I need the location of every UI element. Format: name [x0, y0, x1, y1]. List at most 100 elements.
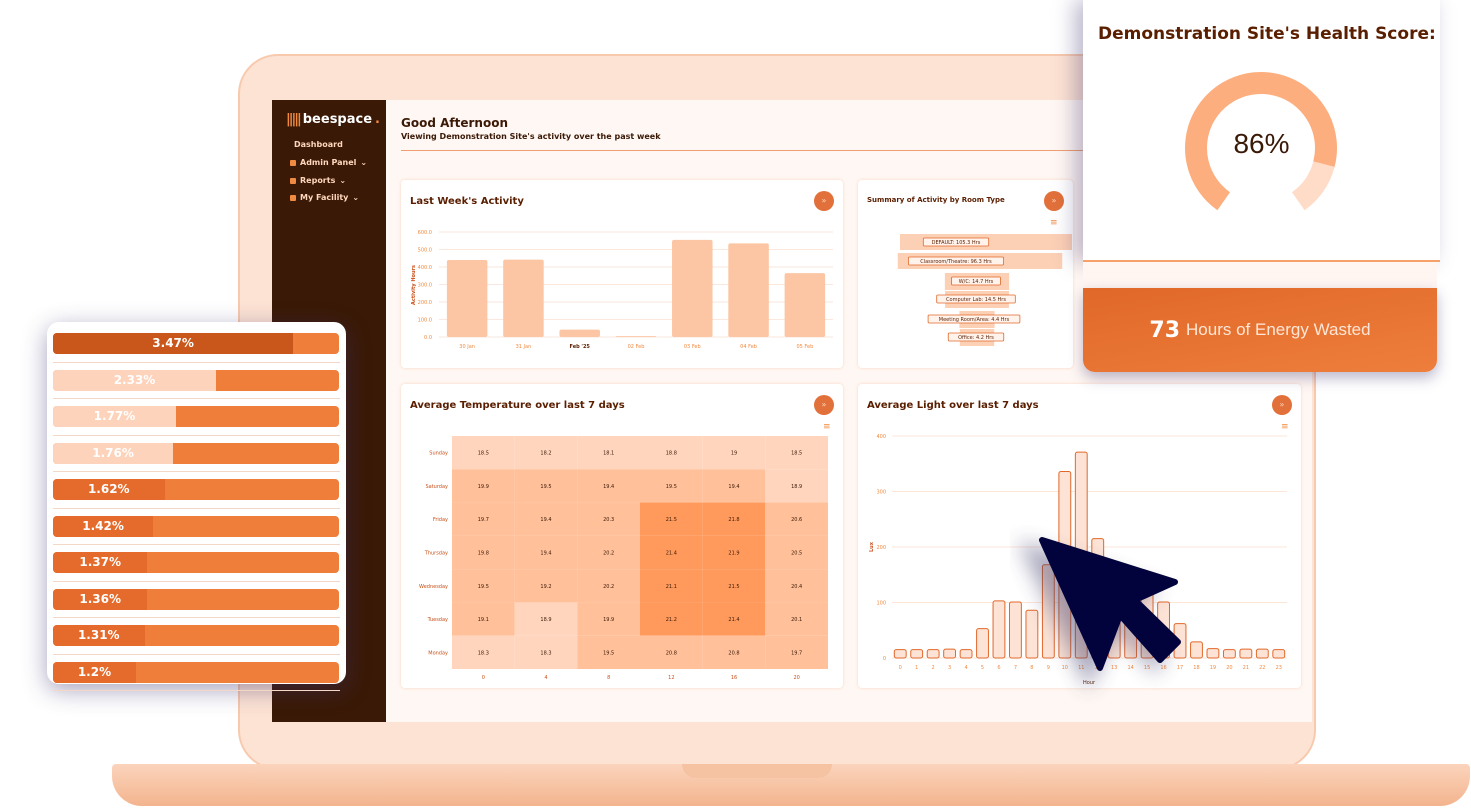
energy-label: Hours of Energy Wasted [1186, 320, 1371, 339]
menu-icon[interactable]: ≡ [1281, 422, 1289, 432]
x-tick-label: 8 [607, 675, 610, 681]
heatmap-cell [452, 469, 515, 503]
heatmap-cell [577, 502, 640, 536]
temperature-heatmap: Sunday 18.5 18.2 18.1 18.8 19 18.5 Saturday 19.9… [419, 436, 828, 681]
y-tick-label: Tuesday [427, 617, 448, 623]
y-tick-label: 100 [876, 601, 886, 607]
funnel-label-box [947, 332, 1005, 342]
x-tick-label: 02 Feb [628, 344, 645, 350]
cell-value: 20.1 [791, 617, 802, 623]
bar [1272, 649, 1286, 659]
cell-value: 18.9 [791, 484, 802, 490]
percent-bar: 2.33% [53, 369, 339, 391]
x-tick-label: 15 [1144, 665, 1150, 671]
heatmap-cell [514, 635, 578, 669]
bar [1222, 649, 1236, 659]
x-tick-label: 20 [1226, 665, 1232, 671]
heatmap-cell [640, 502, 703, 536]
y-tick-label: Thursday [424, 551, 448, 557]
heatmap-cell [514, 502, 578, 536]
y-tick-label: Saturday [425, 484, 448, 490]
heatmap-cell [702, 535, 766, 570]
heatmap-cell [640, 436, 703, 470]
funnel-label-box [951, 276, 1001, 286]
menu-icon[interactable]: ≡ [1050, 218, 1058, 228]
percent-bar-fill [53, 369, 217, 391]
percent-row: 1.31% [53, 618, 340, 655]
cell-value: 20.2 [603, 551, 614, 557]
menu-icon[interactable]: ≡ [823, 422, 831, 432]
sound-wave-icon: ||||| [286, 112, 302, 127]
funnel-label: Office: 4.2 Hrs [958, 335, 994, 341]
percent-bar-fill [53, 479, 165, 501]
cell-value: 21.8 [728, 517, 739, 523]
cell-value: 19.5 [540, 484, 551, 490]
cell-value: 19.9 [478, 484, 489, 490]
percent-bar: 1.37% [53, 552, 339, 574]
x-tick-label: 0 [899, 665, 902, 671]
x-tick-label: 03 Feb [684, 344, 701, 350]
percent-label: 1.37% [79, 555, 121, 570]
expand-button[interactable]: » [1044, 191, 1064, 211]
building-icon [290, 194, 296, 201]
percent-label: 3.47% [152, 336, 194, 351]
heatmap-cell [702, 602, 766, 636]
sidebar-item-reports[interactable]: Reports ⌄ [290, 176, 346, 185]
cell-value: 19.1 [478, 617, 489, 623]
page-subtitle: Viewing Demonstration Site's activity ov… [401, 132, 661, 141]
chevron-down-icon: ⌄ [360, 158, 368, 167]
cell-value: 19.4 [728, 484, 739, 490]
funnel-label: W/C: 14.7 Hrs [959, 279, 994, 285]
health-score-value: 86% [1233, 128, 1290, 159]
cell-value: 18.9 [540, 617, 551, 623]
x-tick-label: 19 [1210, 665, 1216, 671]
heatmap-cell [640, 469, 703, 503]
x-tick-label: 13 [1111, 665, 1117, 671]
cell-value: 18.3 [540, 650, 551, 656]
bar [1239, 648, 1253, 659]
x-tick-label: 6 [997, 665, 1000, 671]
health-score-card: Demonstration Site's Health Score: 86% [1083, 0, 1440, 262]
shield-icon [290, 159, 296, 166]
expand-button[interactable]: » [814, 191, 834, 211]
x-tick-label: 23 [1276, 665, 1282, 671]
cell-value: 19.4 [603, 484, 614, 490]
y-axis-label: Activity Hours [411, 265, 417, 305]
cell-value: 19.8 [478, 551, 489, 557]
percentage-list-card: 3.47% 2.33% 1.77% 1.76% 1.62% 1.42% 1.37% 1.36%… [47, 322, 346, 691]
laptop-notch [682, 764, 832, 778]
heatmap-cell [452, 502, 515, 536]
funnel-label: Computer Lab: 14.5 Hrs [946, 297, 1006, 303]
heatmap-cell [577, 602, 640, 636]
heatmap-cell [702, 635, 766, 669]
bar [1190, 641, 1203, 659]
bar [943, 648, 957, 659]
expand-button[interactable]: » [814, 395, 834, 415]
sidebar-item-admin-panel[interactable]: Admin Panel ⌄ [290, 158, 367, 167]
cell-value: 19.9 [603, 617, 614, 623]
bar [959, 649, 973, 659]
cell-value: 19.5 [478, 584, 489, 590]
x-tick-label: 10 [1062, 665, 1068, 671]
funnel-label: Meeting Room/Area: 4.4 Hrs [939, 317, 1010, 323]
energy-value: 73 [1149, 317, 1181, 343]
bar [559, 329, 600, 337]
cell-value: 21.5 [728, 584, 739, 590]
cell-value: 18.5 [791, 451, 802, 457]
funnel-label-box [927, 314, 1021, 324]
x-tick-label: 04 Feb [740, 344, 757, 350]
percent-bar: 1.42% [53, 515, 339, 537]
x-tick-label: 8 [1030, 665, 1033, 671]
energy-wasted-banner: 73 Hours of Energy Wasted [1083, 288, 1437, 372]
sidebar-item-my-facility[interactable]: My Facility ⌄ [290, 193, 359, 202]
funnel-label-box [908, 256, 1004, 266]
expand-button[interactable]: » [1272, 395, 1292, 415]
cell-value: 19.4 [540, 551, 551, 557]
cell-value: 20.5 [791, 551, 802, 557]
heatmap-cell [765, 469, 828, 503]
bar [1255, 648, 1269, 659]
x-tick-label: 5 [981, 665, 984, 671]
percent-bar-fill [53, 625, 145, 647]
sidebar-item-dashboard[interactable]: Dashboard [294, 140, 343, 149]
mouse-cursor-icon [1018, 537, 1181, 690]
